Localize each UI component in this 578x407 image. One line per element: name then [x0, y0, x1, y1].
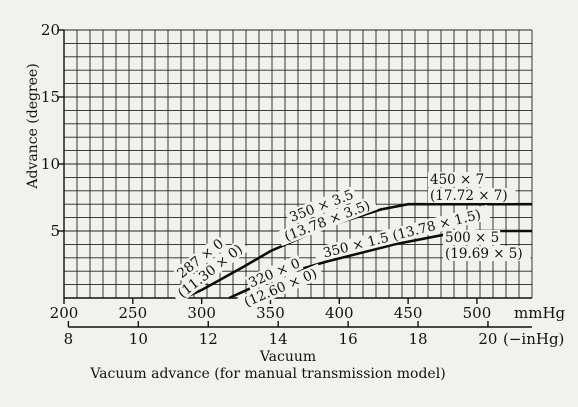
x-unit-inhg: (−inHg) [503, 330, 564, 348]
annotation-backdrop [443, 230, 501, 245]
x-tick-label-inhg: 18 [408, 330, 427, 348]
annotation-backdrop [276, 195, 378, 247]
y-tick-label: 15 [41, 88, 60, 106]
y-tick-label: 10 [41, 155, 60, 173]
y-tick-label: 5 [50, 222, 60, 240]
x-tick-label-mmhg: 200 [50, 304, 79, 322]
axes [58, 29, 532, 328]
annotation-backdrop [284, 185, 358, 226]
annotations: 287 × 0(11.30 × 0)350 × 3.5(13.78 × 3.5)… [170, 172, 531, 312]
annotation-text: (19.69 × 5) [445, 246, 523, 262]
chart-title: Vacuum advance (for manual transmission … [89, 366, 445, 382]
x-tick-label-inhg: 10 [129, 330, 148, 348]
x-unit-mmhg: mmHg [514, 304, 566, 322]
annotation-a4: 320 × 0(12.60 × 0) [237, 254, 324, 312]
annotation-a6: 500 × 5(19.69 × 5) [443, 230, 531, 262]
y-tick-label: 20 [41, 21, 60, 39]
x-tick-label-mmhg: 450 [394, 304, 423, 322]
annotation-backdrop [237, 263, 324, 312]
x-tick-label-mmhg: 250 [119, 304, 148, 322]
annotation-backdrop [173, 234, 228, 282]
x-tick-label-inhg: 14 [269, 330, 288, 348]
x-tick-label-mmhg: 300 [187, 304, 216, 322]
x-tick-label-mmhg: 400 [325, 304, 354, 322]
x-tick-label-inhg: 12 [199, 330, 218, 348]
annotation-backdrop [313, 204, 491, 263]
annotation-backdrop [170, 238, 250, 304]
x-tick-label-mmhg: 350 [256, 304, 285, 322]
annotation-a3: 450 × 7(17.72 × 7) [428, 172, 516, 204]
annotation-backdrop [443, 246, 531, 261]
y-axis-label: Advance (degree) [25, 63, 41, 189]
annotation-text: 500 × 5 [445, 230, 499, 246]
x-tick-label-inhg: 8 [64, 330, 74, 348]
annotation-text: (17.72 × 7) [430, 188, 508, 204]
annotation-a1: 287 × 0(11.30 × 0) [170, 234, 250, 304]
x-tick-label-inhg: 20 [478, 330, 497, 348]
annotation-backdrop [428, 188, 516, 203]
annotation-backdrop [428, 172, 486, 187]
annotation-backdrop [244, 254, 304, 291]
x-tick-label-mmhg: 500 [463, 304, 492, 322]
tick-labels: 5 10 15 20 200 250 300 350 400 450 500 8 10 12 14 16 18 2… [41, 21, 498, 348]
x-tick-label-inhg: 16 [339, 330, 358, 348]
annotation-text: 450 × 7 [430, 172, 484, 188]
x-axis-label: Vacuum [259, 349, 316, 365]
